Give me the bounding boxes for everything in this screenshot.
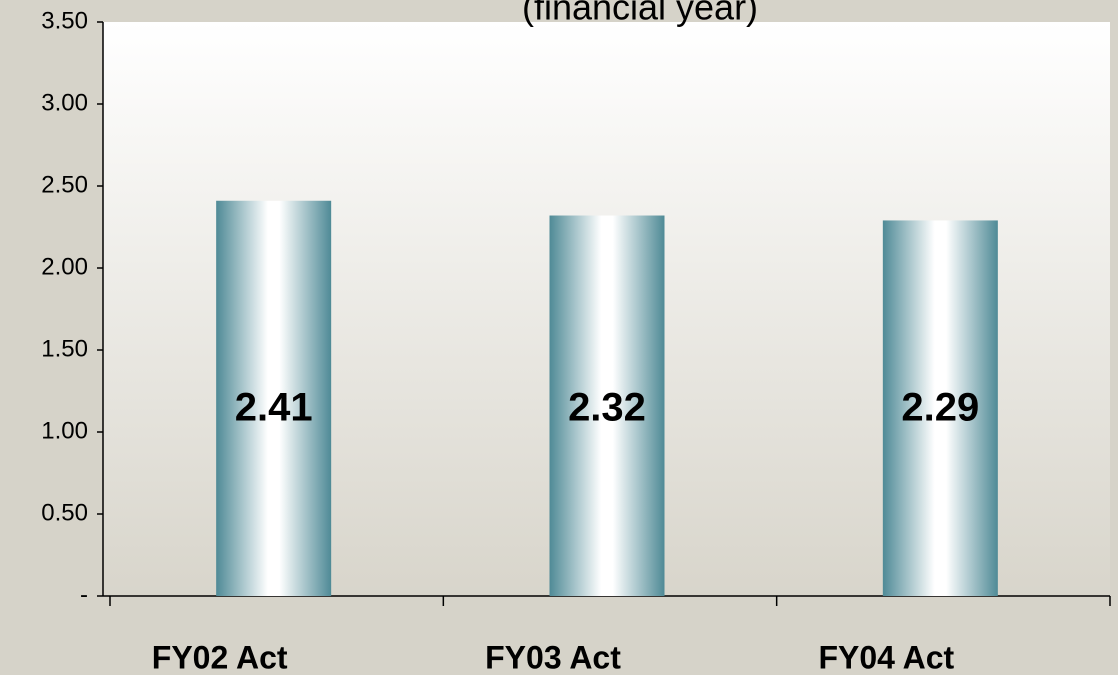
data-label: 2.29	[901, 386, 979, 430]
y-tick-label: 1.00	[41, 417, 88, 444]
y-tick-label: 3.00	[41, 89, 88, 116]
y-tick-label: 0.50	[41, 499, 88, 526]
data-label: 2.41	[235, 386, 313, 430]
y-tick-label: -	[80, 581, 88, 608]
data-label: 2.32	[568, 386, 646, 430]
y-tick-label: 2.00	[41, 253, 88, 280]
bar	[216, 200, 332, 596]
bar	[882, 220, 998, 596]
bar	[549, 215, 665, 596]
y-tick-label: 2.50	[41, 171, 88, 198]
y-tick-label: 3.50	[41, 7, 88, 34]
x-tick-label: FY04 Act	[818, 639, 954, 675]
x-tick-label: FY03 Act	[485, 639, 621, 675]
chart-title: (financial year)	[522, 0, 758, 28]
x-tick-label: FY02 Act	[152, 639, 288, 675]
y-tick-label: 1.50	[41, 335, 88, 362]
